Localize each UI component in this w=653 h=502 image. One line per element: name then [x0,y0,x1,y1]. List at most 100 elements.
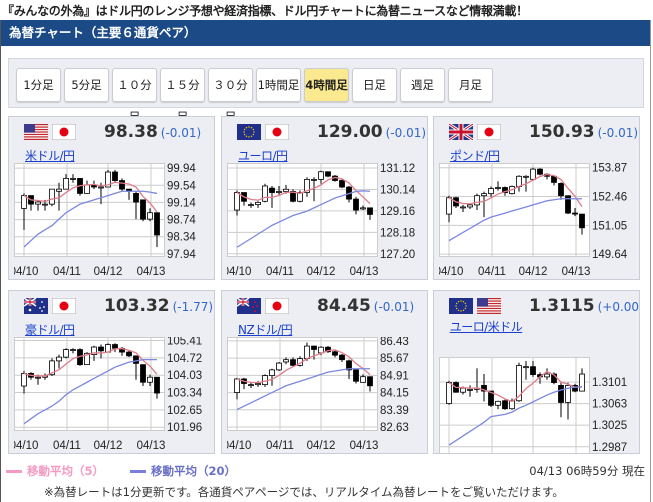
candle-down [290,191,296,202]
timeframe-button[interactable]: 4時間足 [304,68,349,102]
candle-up [530,168,536,180]
update-timestamp: 04/13 06時59分 現在 [529,464,645,478]
x-tick-label: 04/11 [53,266,81,278]
timeframe-button[interactable]: １５分足 [160,68,205,124]
candle-up [35,376,41,379]
candle-up [283,188,289,192]
y-tick-label: 104.72 [167,353,202,365]
y-tick-label: 98.74 [167,215,196,227]
x-tick-label: 04/12 [307,440,336,452]
footnote: ※為替レートは1分更新です。各通貨ペアページでは、リアルタイム為替レートをご覧い… [44,485,564,499]
ma20-line [236,190,371,248]
candle-up [488,188,494,195]
candle-up [42,203,48,206]
candle-up [56,188,62,192]
candle-down [112,344,118,349]
candle-up [318,171,324,180]
plot-area [14,163,165,257]
timeframe-button[interactable]: 日足 [352,68,397,102]
timeframe-button[interactable]: 5分足 [64,68,109,102]
plot-area [14,337,165,431]
pair-link[interactable]: ユーロ/円 [238,149,288,163]
usa-flag-icon [477,298,501,314]
candle-up [21,195,27,209]
candle-down [126,351,132,357]
x-tick-label: 04/11 [266,440,294,452]
timeframe-button[interactable]: １０分足 [112,68,157,124]
candle-down [530,366,536,376]
price-block: 84.45 (-0.01) [317,296,414,316]
x-tick-label: 04/12 [307,266,336,278]
ma20-line [23,358,157,425]
ma5-line [236,176,371,205]
candle-down [339,354,345,361]
pair-link[interactable]: 米ドル/円 [25,149,75,163]
candle-down [140,199,146,220]
x-tick-label: 04/11 [478,266,506,278]
y-tick-label: 99.54 [167,180,196,192]
price-block: 1.3115(+0.0000) [529,296,639,316]
candle-down [558,385,564,403]
price-change: (-1.77) [172,300,214,314]
x-tick-label: 04/10 [227,266,251,278]
timeframe-button[interactable]: ３０分足 [208,68,253,124]
y-tick-label: 1.3025 [592,420,627,432]
candle-up [56,356,62,362]
timeframe-bar: 1分足5分足１０分足１５分足３０分足1時間足4時間足日足週足月足 [8,58,644,124]
legend-ma5: 移動平均（5） [6,463,104,479]
ma20-line [448,198,582,242]
candle-up [481,193,487,197]
candle-down [572,385,578,392]
y-tick-label: 83.39 [380,405,409,417]
candle-down [502,400,508,410]
pair-link[interactable]: ポンド/円 [450,149,500,163]
candle-down [502,187,508,194]
ma5-label: 移動平均（5） [27,464,105,478]
candlestick-chart: 105.41104.72104.03103.34102.65101.9604/1… [14,337,203,452]
y-tick-label: 129.16 [380,206,415,218]
candle-down [325,171,331,177]
price-change: (-0.01) [373,300,415,314]
pair-link[interactable]: NZドル/円 [238,323,293,337]
pair-card: 1.3115(+0.0000) ユーロ/米ドル 1.3101 1.3063 1.302… [433,290,640,454]
timeframe-button[interactable]: 1分足 [16,68,61,102]
x-tick-label: 04/13 [137,440,166,452]
candle-down [269,187,275,193]
japan-flag-icon [51,297,77,315]
y-tick-label: 151.05 [592,220,627,232]
x-tick-label: 04/13 [562,266,591,278]
legend-ma20: 移動平均（20） [130,463,236,479]
candle-up [147,376,153,383]
pair-link[interactable]: ユーロ/米ドル [449,320,523,334]
ma5-line [448,173,583,207]
pair-card: 150.93 (-0.01) ポンド/円 153.87 152.46 151.05 149… [433,116,640,280]
candle-up [105,171,111,188]
candle-up [35,201,41,205]
y-tick-label: 127.20 [380,249,415,261]
candle-down [353,198,359,211]
candle-up [276,362,282,371]
x-tick-label: 04/12 [519,266,548,278]
candle-down [112,171,118,181]
timeframe-button[interactable]: 週足 [400,68,445,102]
candlestick-chart: 153.87 152.46 151.05 149.64 04/10 04/11 04/12 0… [439,163,628,278]
x-tick-label: 04/13 [350,266,379,278]
pair-card: 98.38 (-0.01) 米ドル/円 99.94 99.54 99.14 98.74 98… [8,116,215,280]
x-tick-label: 04/11 [266,266,294,278]
candle-up [63,178,69,190]
timeframe-button[interactable]: 月足 [448,68,493,102]
y-tick-label: 85.67 [380,353,409,365]
candle-up [255,383,261,386]
x-tick-label: 04/10 [14,440,38,452]
candle-up [360,207,366,210]
y-tick-label: 82.63 [380,422,409,434]
candle-up [21,373,27,387]
candle-up [460,206,466,209]
timeframe-button[interactable]: 1時間足 [256,68,301,102]
eu-flag-icon [449,298,473,314]
site-tagline: 『みんなの外為』はドル円のレンジ予想や経済指標、ドル円チャートに為替ニュースなど… [2,4,528,18]
candle-up [248,384,254,387]
candle-down [133,355,139,364]
pair-link[interactable]: 豪ドル/円 [25,323,75,337]
pair-card: 84.45 (-0.01) NZドル/円 86.43 85.67 84.91 84.15 8… [221,290,428,454]
